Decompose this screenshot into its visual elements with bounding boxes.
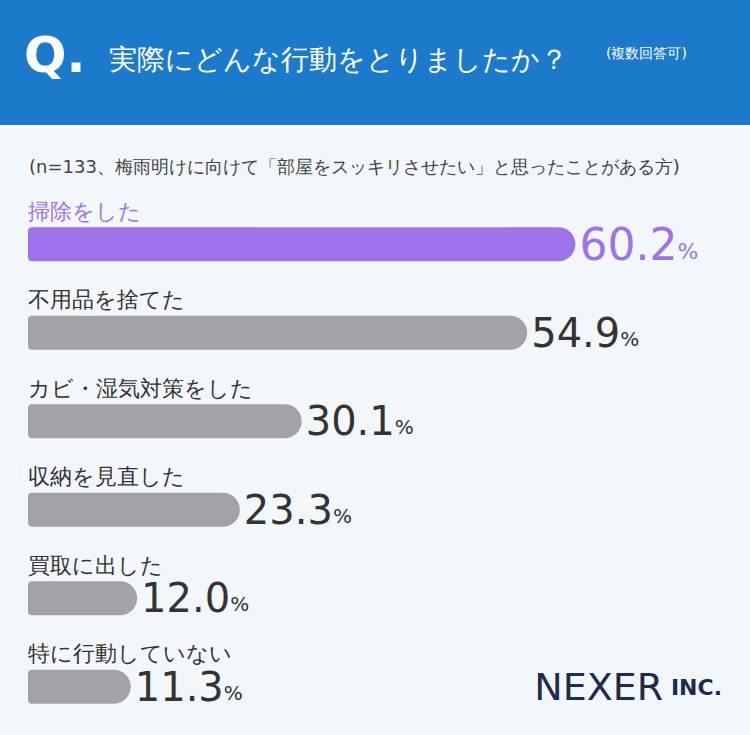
svg-text:Q.: Q. [24, 26, 86, 84]
svg-text:%: % [395, 415, 414, 439]
svg-text:23.3: 23.3 [244, 487, 333, 533]
svg-text:%: % [224, 681, 243, 705]
svg-text:買取に出した: 買取に出した [28, 553, 163, 578]
svg-text:INC.: INC. [663, 675, 722, 700]
svg-text:NEXER: NEXER [534, 665, 663, 709]
svg-text:実際にどんな行動をとりましたか？: 実際にどんな行動をとりましたか？ [109, 43, 568, 76]
svg-text:54.9: 54.9 [531, 310, 620, 356]
svg-text:%: % [333, 504, 352, 528]
svg-text:(複数回答可): (複数回答可) [606, 45, 687, 61]
svg-text:30.1: 30.1 [306, 398, 395, 444]
svg-text:掃除をした: 掃除をした [28, 199, 141, 224]
svg-text:%: % [620, 327, 639, 351]
svg-text:カビ・湿気対策をした: カビ・湿気対策をした [28, 376, 253, 401]
svg-text:%: % [677, 239, 698, 264]
svg-text:%: % [230, 592, 249, 616]
svg-text:60.2: 60.2 [579, 219, 677, 270]
svg-text:不用品を捨てた: 不用品を捨てた [28, 287, 185, 312]
svg-text:12.0: 12.0 [141, 575, 230, 621]
svg-text:(n=133、梅雨明けに向けて「部屋をスッキリさせたい」と思: (n=133、梅雨明けに向けて「部屋をスッキリさせたい」と思ったことがある方) [29, 156, 680, 177]
svg-text:特に行動していない: 特に行動していない [28, 641, 232, 666]
svg-text:11.3: 11.3 [135, 664, 224, 710]
svg-text:収納を見直した: 収納を見直した [28, 464, 185, 489]
